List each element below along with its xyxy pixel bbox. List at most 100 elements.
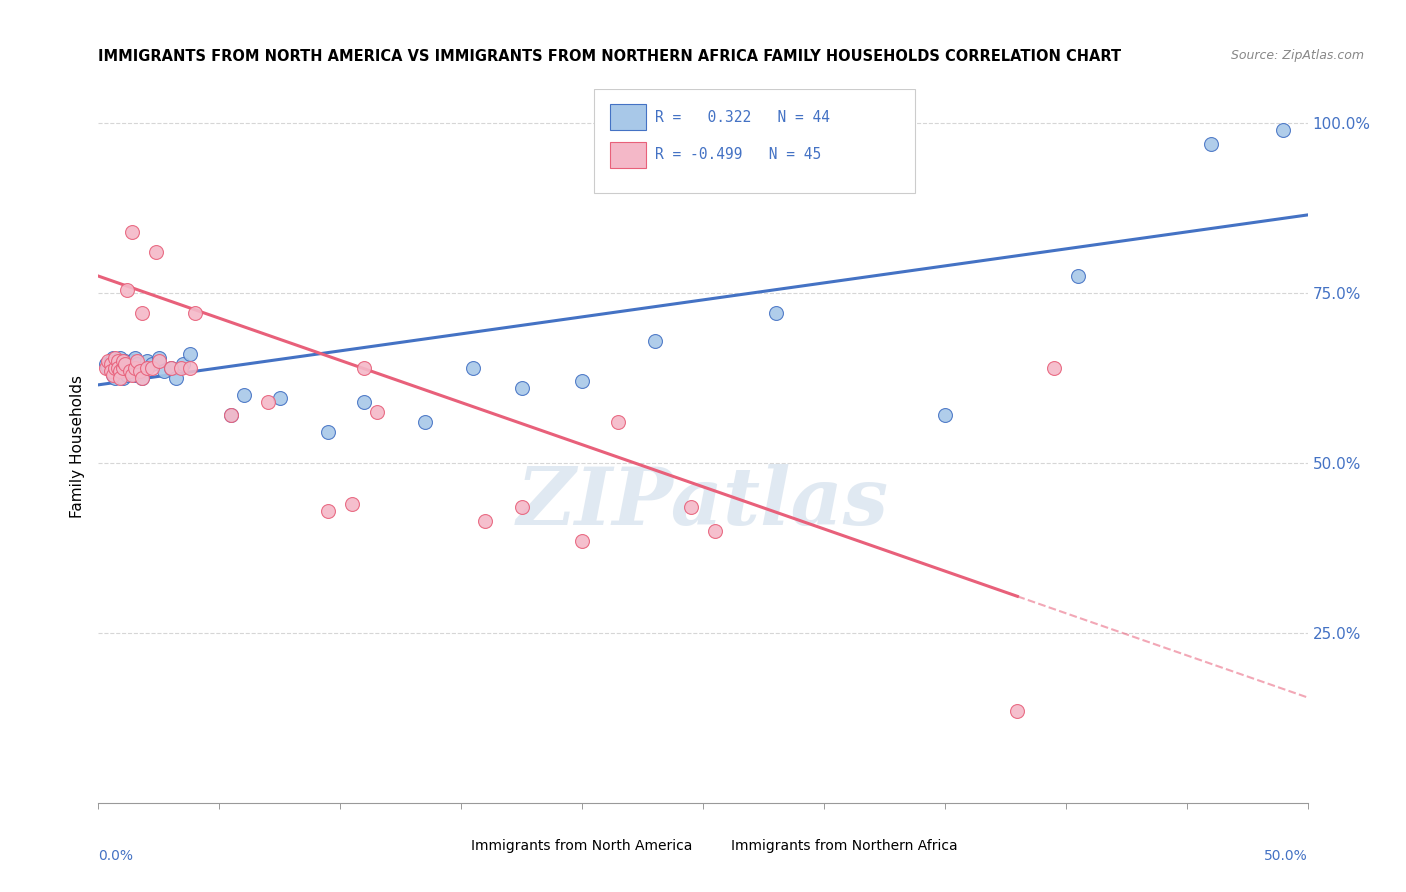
Point [111,360,134,375]
Point [179,360,201,375]
Point [179,347,201,361]
Point [165,371,187,385]
Point [152,364,174,378]
Point [104,360,127,375]
Point [221,409,243,423]
Point [704,524,727,538]
Point [934,409,956,423]
Point [644,334,666,348]
Point [141,358,163,372]
Y-axis label: Family Households: Family Households [70,375,86,517]
Point [127,364,149,378]
Point [160,360,183,375]
Point [135,354,157,368]
Point [101,368,124,382]
Point [1199,136,1222,151]
Point [135,360,157,375]
Point [114,358,136,372]
Point [131,371,153,385]
Point [100,354,122,368]
Point [474,514,496,528]
Point [114,354,136,368]
Point [101,368,124,382]
Bar [437,838,464,854]
Point [107,354,129,368]
Point [353,394,375,409]
Bar [697,838,724,854]
Point [269,392,291,406]
Point [111,354,134,368]
Point [101,351,124,365]
Text: IMMIGRANTS FROM NORTH AMERICA VS IMMIGRANTS FROM NORTHERN AFRICA FAMILY HOUSEHOL: IMMIGRANTS FROM NORTH AMERICA VS IMMIGRA… [98,49,1122,64]
Point [131,306,153,320]
Point [145,245,167,260]
Point [510,500,533,515]
Point [117,368,139,382]
Point [118,360,141,375]
Text: Source: ZipAtlas.com: Source: ZipAtlas.com [1230,49,1364,62]
Point [100,364,122,378]
Point [1272,123,1295,137]
Point [121,368,143,382]
Point [108,351,131,365]
Text: Immigrants from Northern Africa: Immigrants from Northern Africa [731,838,957,853]
Text: 0.0%: 0.0% [98,849,134,863]
Point [463,360,485,375]
Point [107,360,129,375]
Point [124,368,146,382]
Text: R = -0.499   N = 45: R = -0.499 N = 45 [655,147,821,162]
Bar [610,104,647,130]
Point [1007,704,1029,718]
Point [121,225,143,239]
Point [607,415,630,429]
Point [128,364,150,378]
Point [117,283,139,297]
Point [765,306,787,320]
Point [571,375,593,389]
Point [104,371,127,385]
Text: Immigrants from North America: Immigrants from North America [471,838,692,853]
Point [117,358,139,372]
Text: 50.0%: 50.0% [1264,849,1308,863]
Point [118,364,141,378]
Point [94,358,117,372]
Bar [610,142,647,168]
Point [108,371,131,385]
Point [1067,269,1090,284]
Point [679,500,702,515]
Point [148,351,170,365]
Point [131,371,153,385]
Point [100,358,122,372]
Point [124,351,146,365]
Point [107,360,129,375]
Point [160,360,183,375]
Point [353,360,375,375]
FancyBboxPatch shape [595,89,915,193]
Point [184,306,207,320]
Point [141,360,163,375]
Text: R =   0.322   N = 44: R = 0.322 N = 44 [655,110,830,125]
Point [316,425,339,440]
Point [127,358,149,372]
Point [172,358,194,372]
Point [342,497,364,511]
Point [94,360,117,375]
Point [97,354,120,368]
Point [124,360,146,375]
Point [108,358,131,372]
Point [232,388,254,402]
Point [148,354,170,368]
Point [510,381,533,395]
Point [256,394,278,409]
Point [97,360,120,375]
Point [121,354,143,368]
Point [1042,360,1064,375]
Point [169,360,191,375]
Point [104,351,127,365]
Point [366,405,388,419]
Point [316,503,339,517]
Point [413,415,436,429]
Point [111,371,134,385]
Point [571,534,593,549]
Text: ZIPatlas: ZIPatlas [517,465,889,541]
